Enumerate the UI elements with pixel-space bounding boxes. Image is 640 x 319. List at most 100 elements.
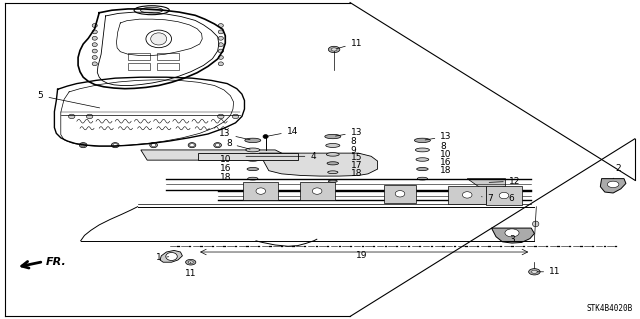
Text: 13: 13 [219, 130, 250, 140]
Ellipse shape [415, 148, 429, 152]
Text: 8: 8 [351, 137, 356, 146]
Ellipse shape [166, 253, 177, 260]
Text: 13: 13 [425, 132, 452, 141]
Ellipse shape [462, 192, 472, 198]
Ellipse shape [417, 167, 428, 171]
Ellipse shape [495, 194, 503, 199]
Text: 8: 8 [440, 142, 446, 151]
Ellipse shape [232, 114, 239, 119]
Ellipse shape [218, 62, 223, 66]
Ellipse shape [218, 30, 223, 34]
Bar [157, 53, 179, 60]
Ellipse shape [248, 177, 258, 180]
Ellipse shape [415, 138, 431, 143]
Bar [128, 53, 150, 60]
Text: 7: 7 [481, 194, 493, 203]
Ellipse shape [263, 135, 268, 138]
Bar [157, 63, 179, 70]
Text: 4: 4 [246, 152, 316, 161]
Ellipse shape [246, 158, 259, 161]
Ellipse shape [151, 33, 166, 45]
Ellipse shape [188, 261, 193, 263]
Ellipse shape [327, 162, 339, 165]
Ellipse shape [326, 144, 340, 147]
Ellipse shape [328, 171, 338, 174]
Ellipse shape [256, 188, 266, 194]
Bar [486, 186, 522, 205]
Ellipse shape [68, 114, 75, 119]
Text: FR.: FR. [46, 257, 67, 267]
Ellipse shape [417, 177, 428, 180]
Ellipse shape [607, 181, 619, 188]
Ellipse shape [92, 36, 97, 40]
Ellipse shape [81, 144, 86, 147]
Ellipse shape [146, 30, 172, 48]
Ellipse shape [247, 167, 259, 171]
Text: 17: 17 [351, 161, 362, 170]
Ellipse shape [326, 153, 339, 156]
Ellipse shape [218, 114, 224, 119]
Ellipse shape [532, 221, 539, 227]
Ellipse shape [218, 49, 223, 53]
Ellipse shape [218, 43, 223, 47]
Ellipse shape [215, 144, 220, 147]
Ellipse shape [92, 56, 97, 59]
Polygon shape [198, 153, 298, 160]
Ellipse shape [92, 62, 97, 66]
Text: 14: 14 [268, 127, 298, 136]
Ellipse shape [189, 144, 195, 147]
Ellipse shape [188, 143, 196, 148]
Bar [300, 182, 335, 200]
Ellipse shape [92, 30, 97, 34]
Text: 16: 16 [220, 164, 232, 173]
Text: 18: 18 [220, 173, 232, 182]
Ellipse shape [92, 24, 97, 27]
Text: 9: 9 [351, 146, 356, 155]
Ellipse shape [505, 229, 519, 237]
Bar [384, 185, 416, 203]
Ellipse shape [214, 143, 221, 148]
Ellipse shape [150, 143, 157, 148]
Text: 3: 3 [509, 235, 515, 244]
Text: 10: 10 [220, 155, 232, 164]
Text: 13: 13 [335, 128, 362, 137]
Ellipse shape [218, 56, 223, 59]
Ellipse shape [396, 190, 405, 197]
Text: 2: 2 [613, 164, 621, 179]
Ellipse shape [141, 7, 163, 13]
Ellipse shape [328, 46, 340, 53]
Text: 19: 19 [356, 251, 367, 260]
Text: 10: 10 [440, 150, 452, 159]
Text: 18: 18 [351, 169, 362, 178]
Text: 6: 6 [502, 194, 515, 203]
Ellipse shape [218, 36, 223, 40]
Polygon shape [600, 179, 626, 193]
Ellipse shape [92, 49, 97, 53]
Bar [448, 186, 486, 204]
Ellipse shape [86, 114, 93, 119]
Text: 15: 15 [351, 153, 362, 162]
Ellipse shape [325, 134, 341, 139]
Ellipse shape [151, 144, 156, 147]
Ellipse shape [328, 180, 337, 182]
Text: 11: 11 [337, 39, 362, 49]
Ellipse shape [499, 192, 509, 199]
Text: STK4B4020B: STK4B4020B [586, 304, 632, 313]
Text: 11: 11 [537, 267, 561, 276]
Ellipse shape [79, 143, 87, 148]
Ellipse shape [416, 158, 429, 161]
Polygon shape [141, 150, 285, 160]
Ellipse shape [246, 148, 260, 152]
Text: 1: 1 [156, 253, 169, 262]
Bar [128, 63, 150, 70]
Ellipse shape [113, 144, 118, 147]
Text: 18: 18 [440, 166, 452, 175]
Ellipse shape [474, 193, 484, 199]
Ellipse shape [476, 194, 481, 198]
Bar [243, 182, 278, 200]
Text: 11: 11 [185, 262, 196, 278]
Ellipse shape [111, 143, 119, 148]
Text: 16: 16 [440, 158, 452, 167]
Ellipse shape [332, 48, 337, 51]
Ellipse shape [529, 269, 540, 275]
